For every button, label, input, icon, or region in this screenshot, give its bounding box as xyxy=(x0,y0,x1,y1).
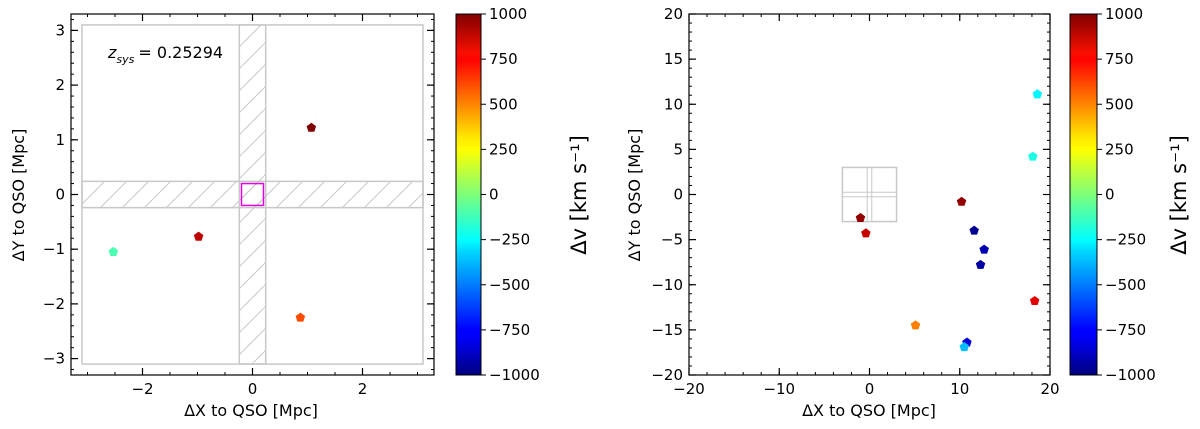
y-tick-label: 10 xyxy=(664,95,683,113)
data-point xyxy=(108,246,119,256)
colorbar-left: 1000 750 500 250 0 −250 −500 −750 −1000 Δv [km s… xyxy=(455,5,591,384)
colorbar-ticks-right: 1000 750 500 250 0 −250 −500 −750 −1000 xyxy=(1097,5,1156,384)
redshift-annotation: zsys = 0.25294 xyxy=(107,43,223,66)
colorbar-tick-label: 0 xyxy=(1105,186,1115,204)
field-box xyxy=(841,166,898,223)
axes-frame-right xyxy=(688,13,1051,376)
data-point xyxy=(1028,151,1038,161)
colorbar-tick-label: −1000 xyxy=(489,366,540,384)
y-tick-label: 0 xyxy=(55,186,65,204)
data-point xyxy=(979,244,989,254)
panel-right: −20 −10 0 10 20 −20 −15 −10 −5 0 5 10 15 20 ΔX to QSO… xyxy=(625,5,1191,420)
redshift-value: = 0.25294 xyxy=(138,43,223,62)
colorbar-tick-label: 500 xyxy=(1105,95,1134,113)
plot-area-right: −20 −10 0 10 20 −20 −15 −10 −5 0 5 10 15 20 xyxy=(651,5,1059,398)
x-tick-label: 0 xyxy=(865,380,875,398)
qso-box xyxy=(240,182,265,207)
y-tick-label: 5 xyxy=(673,140,683,158)
field-overlays-left xyxy=(81,24,424,365)
y-tick-label: −1 xyxy=(43,240,65,258)
x-tick-label: 20 xyxy=(1040,380,1059,398)
redshift-symbol: z xyxy=(107,43,117,62)
colorbar-tick-label: 250 xyxy=(1105,140,1134,158)
colorbar-tick-label: 750 xyxy=(489,50,518,68)
colorbar-tick-label: −1000 xyxy=(1105,366,1156,384)
colorbar-tick-label: 1000 xyxy=(489,5,527,23)
colorbar-gradient-left xyxy=(455,13,482,376)
y-tick-label: −15 xyxy=(651,321,683,339)
data-point xyxy=(1032,89,1043,99)
data-point xyxy=(969,225,979,235)
colorbar-tick-label: 0 xyxy=(489,186,499,204)
y-tick-label: −20 xyxy=(651,366,683,384)
data-point xyxy=(855,213,866,222)
data-points-left xyxy=(108,122,317,322)
hatched-strip-vertical xyxy=(238,24,267,365)
colorbar-tick-label: −500 xyxy=(489,276,530,294)
y-tick-label: 3 xyxy=(55,21,65,39)
y-tick-label: 1 xyxy=(55,131,65,149)
y-tick-label: −10 xyxy=(651,276,683,294)
field-overlays-right xyxy=(841,166,898,223)
x-tick-label: −2 xyxy=(131,380,153,398)
y-axis-label-right: ΔY to QSO [Mpc] xyxy=(625,129,644,262)
y-tick-label: −2 xyxy=(43,295,65,313)
y-tick-label: −5 xyxy=(661,231,683,249)
data-point xyxy=(193,231,204,241)
data-point xyxy=(1029,296,1040,305)
x-axis-label-right: ΔX to QSO [Mpc] xyxy=(802,401,936,420)
x-tick-label: −20 xyxy=(673,380,705,398)
data-point xyxy=(956,196,967,206)
data-point xyxy=(306,122,317,132)
colorbar-tick-label: 1000 xyxy=(1105,5,1143,23)
data-point xyxy=(959,342,969,352)
plot-area-left: −2 0 2 −3 −2 −1 0 1 2 3 xyxy=(43,13,435,398)
redshift-subscript: sys xyxy=(116,53,134,66)
colorbar-tick-label: 750 xyxy=(1105,50,1134,68)
colorbar-tick-label: −250 xyxy=(1105,231,1146,249)
data-points-right xyxy=(855,89,1043,352)
x-tick-label: 0 xyxy=(248,380,258,398)
y-tick-label: 15 xyxy=(664,50,683,68)
ticks-left: −2 0 2 −3 −2 −1 0 1 2 3 xyxy=(43,14,434,398)
y-tick-label: −3 xyxy=(43,350,65,368)
colorbar-gradient-right xyxy=(1069,13,1098,376)
colorbar-label-right: Δv [km s⁻¹] xyxy=(1167,135,1191,255)
colorbar-tick-label: −750 xyxy=(489,321,530,339)
y-tick-label: 0 xyxy=(673,186,683,204)
x-tick-label: 2 xyxy=(358,380,368,398)
panel-left: −2 0 2 −3 −2 −1 0 1 2 3 zsys = 0.25294 ΔX to QSO [… xyxy=(9,5,591,420)
colorbar-ticks-left: 1000 750 500 250 0 −250 −500 −750 −1000 xyxy=(481,5,540,384)
field-box xyxy=(81,24,424,365)
data-point xyxy=(910,320,921,330)
colorbar-tick-label: −250 xyxy=(489,231,530,249)
colorbar-right: 1000 750 500 250 0 −250 −500 −750 −1000 Δv [km s… xyxy=(1069,5,1191,384)
ticks-right: −20 −10 0 10 20 −20 −15 −10 −5 0 5 10 15 20 xyxy=(651,5,1059,398)
colorbar-tick-label: −750 xyxy=(1105,321,1146,339)
y-tick-label: 20 xyxy=(664,5,683,23)
colorbar-label-left: Δv [km s⁻¹] xyxy=(567,135,591,255)
colorbar-tick-label: 250 xyxy=(489,140,518,158)
data-point xyxy=(975,259,986,269)
y-tick-label: 2 xyxy=(55,76,65,94)
x-tick-label: −10 xyxy=(763,380,795,398)
colorbar-tick-label: 500 xyxy=(489,95,518,113)
x-axis-label-left: ΔX to QSO [Mpc] xyxy=(184,401,318,420)
colorbar-tick-label: −500 xyxy=(1105,276,1146,294)
data-point xyxy=(861,228,871,238)
x-tick-label: 10 xyxy=(950,380,969,398)
data-point xyxy=(295,312,306,322)
y-axis-label-left: ΔY to QSO [Mpc] xyxy=(9,129,28,262)
